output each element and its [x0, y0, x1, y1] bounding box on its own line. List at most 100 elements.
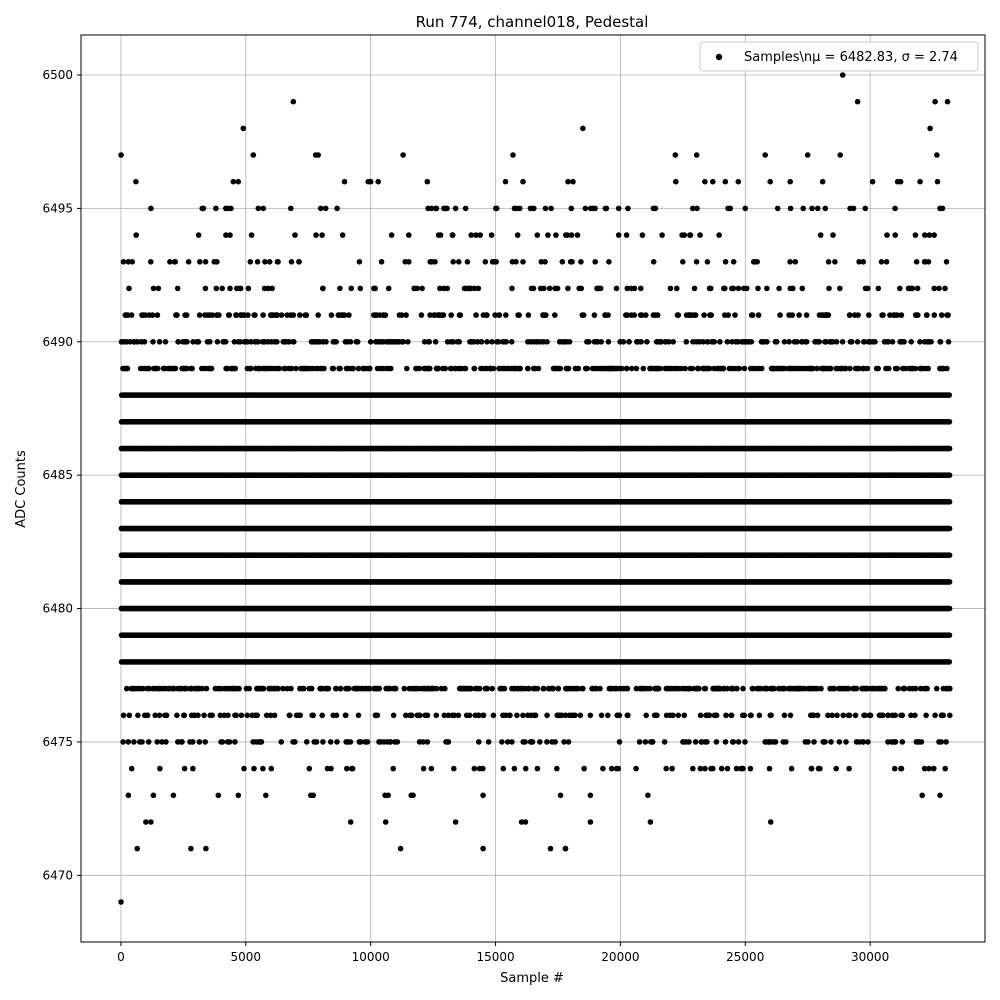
data-point: [306, 765, 313, 772]
data-point: [854, 98, 861, 105]
data-point: [144, 712, 151, 719]
data-point: [933, 685, 940, 692]
data-point: [557, 792, 564, 799]
data-point: [126, 712, 133, 719]
data-point: [152, 712, 158, 719]
data-point: [258, 739, 265, 745]
data-point: [376, 685, 383, 692]
data-point: [794, 685, 801, 692]
data-point: [767, 178, 773, 185]
data-point: [236, 685, 242, 692]
data-point: [770, 739, 776, 745]
data-point: [754, 685, 760, 692]
data-point: [702, 765, 708, 772]
data-point: [449, 712, 456, 719]
data-point: [733, 685, 740, 692]
data-point: [506, 712, 512, 719]
data-point: [616, 739, 623, 745]
data-point: [137, 739, 143, 745]
data-point: [651, 712, 658, 719]
data-point: [218, 739, 224, 745]
data-point: [942, 765, 948, 772]
data-point: [203, 685, 210, 692]
data-point: [690, 205, 696, 212]
data-point: [542, 205, 549, 212]
data-point: [327, 739, 334, 745]
data-point: [267, 712, 274, 719]
data-point: [500, 765, 507, 772]
data-point: [722, 739, 729, 745]
data-point: [441, 712, 448, 719]
data-point: [429, 685, 436, 692]
data-point: [232, 739, 238, 745]
data-point: [825, 712, 831, 719]
data-point: [875, 685, 881, 692]
data-point: [867, 712, 874, 719]
data-point: [266, 685, 272, 692]
data-point: [916, 739, 922, 745]
data-point: [946, 605, 953, 612]
data-point: [476, 712, 482, 719]
data-point: [869, 178, 876, 185]
data-point: [771, 685, 777, 692]
data-point: [504, 739, 511, 745]
data-point: [150, 792, 157, 799]
data-point: [480, 845, 486, 852]
data-point: [209, 712, 215, 719]
data-point: [250, 739, 256, 745]
data-point: [131, 739, 137, 745]
data-point: [565, 178, 571, 185]
data-point: [549, 739, 555, 745]
data-point: [500, 712, 506, 719]
data-point: [286, 712, 293, 719]
data-point: [940, 712, 947, 719]
data-point: [303, 739, 310, 745]
data-point: [877, 712, 884, 719]
data-point: [669, 765, 675, 772]
data-point: [118, 899, 124, 905]
data-point: [203, 845, 209, 852]
data-point: [895, 685, 901, 692]
data-point: [768, 712, 774, 719]
data-point: [288, 205, 294, 212]
data-point: [721, 685, 727, 692]
data-point: [808, 765, 815, 772]
data-point: [135, 712, 141, 719]
data-point: [946, 579, 953, 585]
data-point: [690, 765, 696, 772]
data-point: [892, 205, 898, 212]
data-point: [358, 685, 365, 692]
data-point: [865, 739, 871, 745]
data-point: [254, 712, 260, 719]
data-point: [125, 792, 132, 799]
data-point: [541, 685, 547, 692]
data-point: [353, 685, 359, 692]
data-point: [225, 712, 231, 719]
data-point: [320, 739, 326, 745]
data-point: [851, 685, 858, 692]
data-point: [569, 685, 576, 692]
data-point: [372, 712, 379, 719]
data-point: [703, 712, 709, 719]
data-point: [188, 712, 195, 719]
data-point: [787, 685, 793, 692]
data-point: [464, 685, 471, 692]
data-point: [520, 178, 526, 185]
data-point: [310, 712, 317, 719]
data-point: [837, 152, 843, 158]
data-point: [735, 739, 742, 745]
data-point: [392, 685, 399, 692]
data-point: [480, 792, 486, 799]
data-point: [589, 685, 595, 692]
data-point: [932, 712, 938, 719]
data-point: [371, 685, 377, 692]
data-point: [290, 98, 297, 105]
data-point: [724, 765, 731, 772]
data-point: [241, 765, 247, 772]
data-point: [362, 739, 369, 745]
data-point: [561, 739, 567, 745]
data-point: [597, 685, 603, 692]
data-point: [814, 712, 821, 719]
data-point: [181, 765, 188, 772]
